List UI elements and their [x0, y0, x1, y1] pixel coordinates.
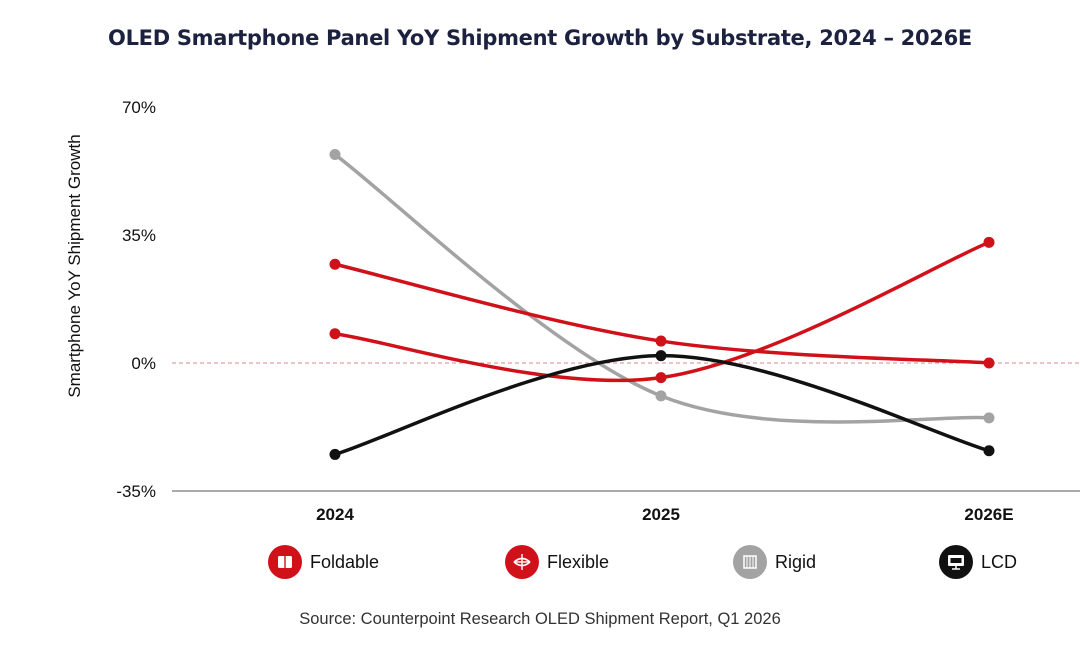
- legend-item-lcd[interactable]: LCD: [939, 545, 1017, 579]
- source-note: Source: Counterpoint Research OLED Shipm…: [299, 610, 781, 628]
- data-point-foldable: [655, 372, 667, 384]
- y-tick-label: 35%: [122, 226, 156, 245]
- data-point-flexible: [329, 258, 341, 270]
- y-tick-label: 70%: [122, 98, 156, 117]
- legend-item-rigid[interactable]: Rigid: [733, 545, 816, 579]
- data-point-flexible: [983, 357, 995, 369]
- data-point-flexible: [655, 335, 667, 347]
- legend-label-foldable: Foldable: [310, 551, 380, 572]
- line-chart: -35% 0% 35% 70% 2024 2025 2026E: [116, 98, 1080, 524]
- data-point-foldable: [983, 236, 995, 248]
- chart-legend: Foldable Flexible Rigid: [0, 545, 1080, 581]
- x-tick-label: 2025: [642, 505, 680, 524]
- data-point-foldable: [329, 328, 341, 340]
- legend-item-foldable[interactable]: Foldable: [268, 545, 379, 579]
- legend-item-flexible[interactable]: Flexible: [505, 545, 609, 579]
- series-line-flexible: [333, 262, 991, 365]
- legend-label-lcd: LCD: [981, 551, 1018, 572]
- series-line-lcd: [333, 353, 991, 457]
- lcd-screen-icon: [939, 545, 973, 579]
- foldable-phone-icon: [268, 545, 302, 579]
- data-point-lcd: [329, 448, 341, 460]
- data-point-rigid: [329, 149, 341, 161]
- y-tick-label: -35%: [116, 482, 156, 501]
- legend-label-rigid: Rigid: [775, 551, 817, 572]
- data-point-lcd: [655, 350, 667, 362]
- y-axis-label: Smartphone YoY Shipment Growth: [65, 134, 84, 398]
- x-tick-label: 2026E: [964, 505, 1013, 524]
- rigid-panel-icon: [733, 545, 767, 579]
- data-point-rigid: [983, 412, 995, 424]
- chart-title: OLED Smartphone Panel YoY Shipment Growt…: [108, 26, 972, 50]
- legend-label-flexible: Flexible: [547, 551, 610, 572]
- x-tick-label: 2024: [316, 505, 354, 524]
- data-point-rigid: [655, 390, 667, 402]
- y-tick-label: 0%: [131, 354, 156, 373]
- flexible-panel-icon: [505, 545, 539, 579]
- data-point-lcd: [983, 445, 995, 457]
